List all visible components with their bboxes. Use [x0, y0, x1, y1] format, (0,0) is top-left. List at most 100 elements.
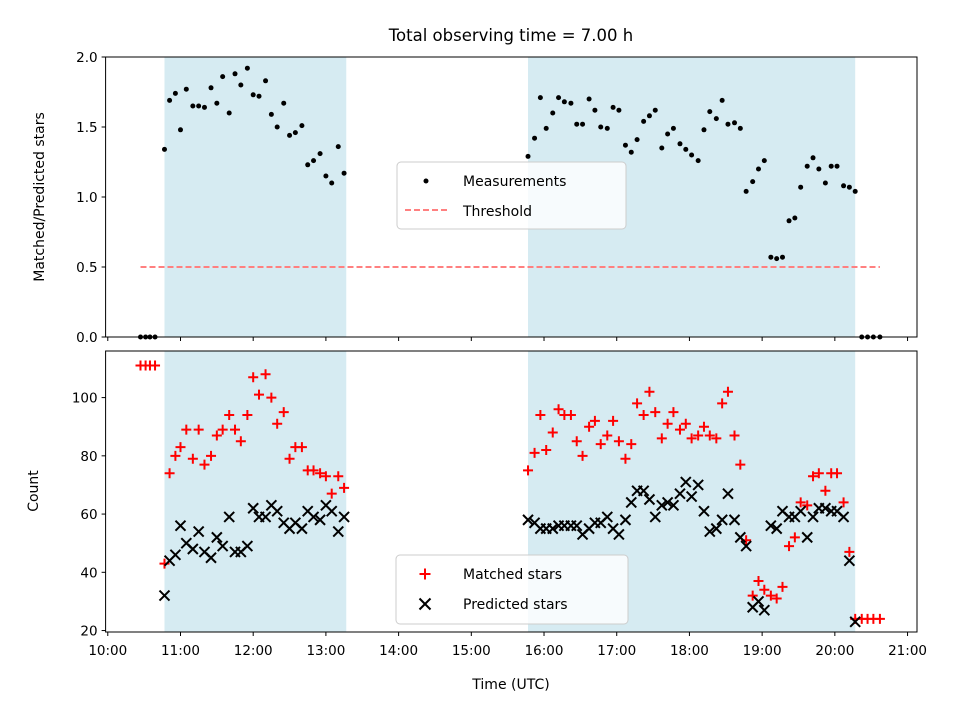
measurement-point	[556, 95, 562, 101]
matched-point	[541, 445, 552, 456]
predicted-point	[522, 514, 534, 526]
matched-point	[547, 427, 558, 438]
top-plot-frame	[105, 56, 918, 338]
measurement-point	[281, 100, 287, 106]
predicted-point	[819, 502, 832, 514]
measurement-point	[828, 163, 834, 169]
matched-point	[620, 453, 631, 464]
matched-point	[535, 410, 546, 421]
bottom-shade-0	[164, 351, 347, 632]
predicted-point	[698, 505, 710, 517]
matched-point	[722, 386, 733, 397]
matched-point	[626, 439, 637, 450]
matched-point	[199, 459, 210, 470]
predicted-point	[770, 522, 783, 535]
matched-point	[175, 442, 186, 453]
measurement-point	[701, 127, 707, 133]
matched-point	[686, 433, 697, 444]
measurement-point	[713, 116, 719, 122]
measurement-point	[323, 173, 329, 179]
matched-point	[193, 424, 204, 435]
matched-point	[874, 613, 885, 624]
measurement-point	[737, 125, 743, 131]
predicted-point	[619, 514, 632, 526]
measurement-point	[214, 100, 220, 106]
measurement-point	[543, 125, 549, 131]
measurement-point	[167, 97, 173, 103]
measurement-point	[665, 131, 671, 137]
matched-point	[632, 398, 643, 409]
matched-point	[254, 389, 265, 400]
bottom-panel: 20 40 60 80 100 10:00 11:00 12:00 13:00 14:00 15:…	[26, 350, 927, 693]
matched-point	[717, 398, 728, 409]
measurement-point	[834, 163, 840, 169]
measurement-point	[172, 90, 178, 96]
matched-point	[571, 436, 582, 447]
predicted-point	[307, 511, 320, 523]
predicted-point	[625, 496, 637, 509]
predicted-point	[169, 549, 182, 561]
predicted-point	[338, 511, 350, 523]
top-y-ticks: 0.0 0.5 1.0 1.5 2.0	[76, 50, 106, 346]
predicted-point	[643, 493, 656, 506]
measurement-point	[810, 155, 816, 161]
predicted-point	[661, 496, 674, 509]
predicted-point	[158, 589, 171, 602]
predicted-point	[187, 543, 199, 555]
top-y-tick-label: 0.0	[76, 330, 97, 346]
measurement-point	[232, 71, 238, 77]
measurement-point	[719, 97, 725, 103]
measurement-point	[274, 124, 280, 130]
bottom-matched-points	[135, 360, 885, 624]
measurement-point	[299, 123, 305, 129]
predicted-point	[649, 511, 661, 523]
x-tick-label: 12:00	[234, 643, 273, 659]
measurement-point	[208, 85, 214, 91]
x-axis-label: Time (UTC)	[471, 677, 549, 693]
measurement-point	[743, 188, 749, 194]
matched-point	[230, 424, 241, 435]
matched-point	[608, 415, 619, 426]
measurement-point	[201, 104, 207, 110]
matched-point	[656, 433, 667, 444]
measurement-point	[525, 153, 531, 159]
predicted-point	[174, 520, 187, 532]
matched-point	[753, 576, 764, 587]
predicted-point	[716, 514, 728, 526]
predicted-point	[752, 595, 765, 608]
measurement-point	[616, 107, 622, 113]
x-tick-label: 20:00	[815, 643, 854, 659]
bottom-legend: Matched stars Predicted stars	[395, 554, 629, 625]
predicted-point	[247, 502, 259, 514]
x-tick-label: 21:00	[888, 643, 927, 659]
measurement-point	[292, 130, 298, 136]
measurement-point	[238, 82, 244, 88]
bottom-y-tick-label: 100	[72, 391, 98, 407]
matched-point	[211, 430, 222, 441]
matched-point	[813, 468, 824, 479]
matched-point	[765, 590, 776, 601]
matched-point	[704, 430, 715, 441]
measurement-point	[798, 184, 804, 190]
measurement-point	[822, 180, 828, 186]
predicted-point	[601, 511, 613, 523]
measurement-point	[250, 92, 256, 98]
matched-point	[832, 468, 843, 479]
predicted-point	[837, 511, 850, 523]
measurement-point	[226, 110, 232, 116]
measurement-point	[598, 124, 604, 130]
predicted-point	[271, 505, 283, 517]
matched-point	[638, 410, 649, 421]
predicted-point	[211, 531, 223, 544]
predicted-point	[710, 522, 723, 535]
bottom-y-tick-label: 60	[80, 507, 97, 523]
x-tick-label: 19:00	[743, 643, 782, 659]
measurement-point	[220, 74, 226, 80]
matched-point	[802, 500, 813, 511]
matched-point	[150, 360, 161, 371]
measurement-point	[244, 65, 250, 71]
matched-point	[565, 410, 576, 421]
matched-point	[266, 392, 277, 403]
measurement-point	[177, 127, 183, 133]
